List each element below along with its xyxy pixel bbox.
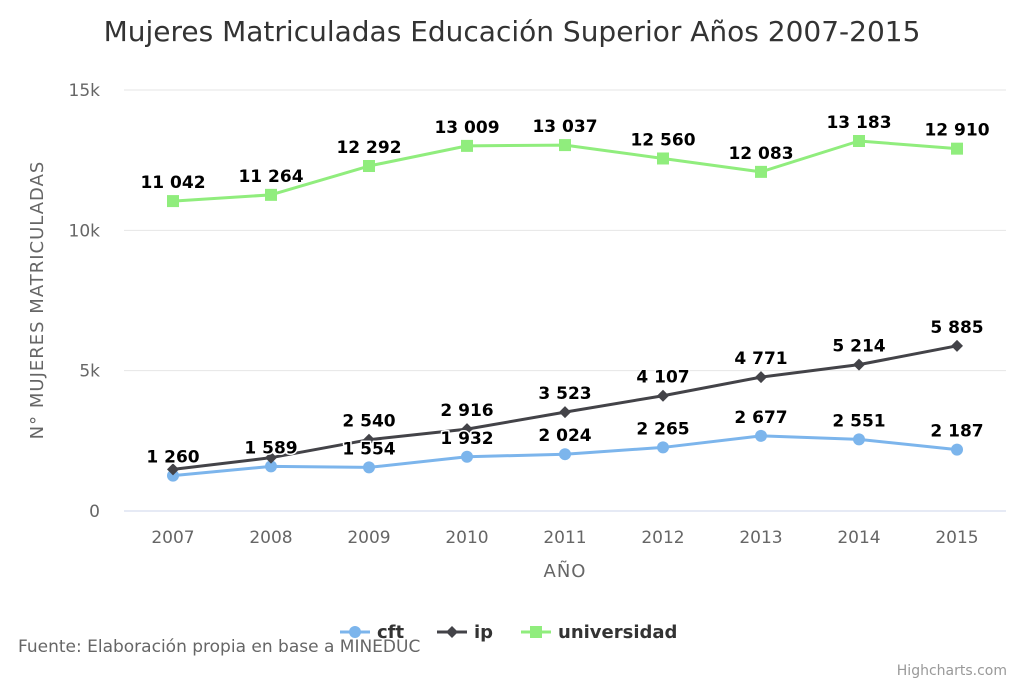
chart-title: Mujeres Matriculadas Educación Superior … (104, 15, 921, 48)
series-ip[interactable] (167, 339, 963, 476)
x-tick-label: 2011 (543, 528, 586, 548)
data-label-universidad: 12 560 (630, 130, 695, 150)
data-point-universidad[interactable] (951, 142, 963, 155)
data-point-universidad[interactable] (167, 195, 179, 208)
data-label-universidad: 13 183 (826, 113, 891, 133)
x-axis-ticks: 2007 2008 2009 2010 2011 2012 2013 2014 2015 (151, 528, 978, 548)
x-tick-label: 2009 (347, 528, 390, 548)
legend-item-cft[interactable]: cft (340, 622, 405, 643)
data-label-universidad: 13 037 (532, 117, 597, 137)
x-tick-label: 2013 (739, 528, 782, 548)
data-label-cft: 1 589 (244, 438, 297, 458)
data-label-cft: 2 024 (538, 426, 591, 446)
data-point-ip[interactable] (461, 423, 473, 436)
series-group (167, 134, 963, 482)
data-point-ip[interactable] (167, 463, 179, 476)
data-point-ip[interactable] (755, 371, 767, 384)
source-caption: Fuente: Elaboración propia en base a MIN… (18, 637, 420, 657)
legend[interactable]: cft ip universidad (340, 622, 677, 643)
data-point-cft[interactable] (461, 450, 473, 463)
data-point-ip[interactable] (951, 339, 963, 352)
data-point-cft[interactable] (265, 460, 277, 473)
data-label-universidad: 12 910 (924, 121, 989, 141)
legend-label-universidad[interactable]: universidad (558, 622, 677, 643)
data-point-cft[interactable] (363, 461, 375, 474)
data-point-universidad[interactable] (559, 139, 571, 152)
data-point-ip[interactable] (853, 358, 865, 371)
data-label-cft: 1 932 (440, 429, 493, 449)
data-label-universidad: 12 292 (336, 138, 401, 158)
data-label-universidad: 13 009 (434, 118, 499, 138)
data-label-universidad: 11 042 (140, 173, 205, 193)
data-point-ip[interactable] (559, 406, 571, 419)
x-tick-label: 2014 (837, 528, 880, 548)
data-label-cft: 2 677 (734, 408, 787, 428)
data-label-cft: 1 260 (146, 448, 199, 468)
data-label-universidad: 12 083 (728, 144, 793, 164)
data-labels: 1 260 1 589 1 554 1 932 2 024 2 265 2 677 2 551… (139, 111, 991, 469)
data-label-cft: 2 187 (930, 422, 983, 442)
y-axis-title: N° MUJERES MATRICULADAS (27, 161, 48, 440)
grid-lines (124, 89, 1006, 512)
legend-symbol-cft[interactable] (349, 626, 361, 638)
data-label-ip: 2 540 (342, 412, 395, 432)
data-label-universidad: 11 264 (238, 167, 303, 187)
data-point-universidad[interactable] (461, 139, 473, 152)
legend-label-ip[interactable]: ip (474, 622, 493, 643)
data-point-ip[interactable] (265, 451, 277, 464)
legend-item-universidad[interactable]: universidad (521, 622, 677, 643)
data-point-cft[interactable] (951, 443, 963, 456)
data-label-cft: 2 551 (832, 411, 885, 431)
legend-symbol-ip[interactable] (446, 626, 458, 638)
data-point-universidad[interactable] (853, 134, 865, 147)
data-point-universidad[interactable] (657, 152, 669, 165)
legend-item-ip[interactable]: ip (437, 622, 493, 643)
x-axis-title: AÑO (544, 560, 587, 582)
data-point-cft[interactable] (657, 441, 669, 454)
x-tick-label: 2015 (935, 528, 978, 548)
data-point-ip[interactable] (363, 433, 375, 446)
y-tick-label: 0 (89, 502, 100, 522)
data-point-ip[interactable] (657, 389, 669, 402)
legend-symbol-universidad[interactable] (530, 626, 542, 638)
data-label-ip: 2 916 (440, 401, 493, 421)
data-label-ip: 4 107 (636, 368, 689, 388)
y-tick-label: 10k (69, 221, 101, 241)
data-label-cft: 1 554 (342, 439, 395, 459)
data-point-cft[interactable] (755, 429, 767, 442)
legend-label-cft[interactable]: cft (377, 622, 405, 643)
series-universidad[interactable] (167, 134, 963, 208)
credits-link[interactable]: Highcharts.com (897, 663, 1007, 679)
data-label-cft: 2 265 (636, 419, 689, 439)
series-cft[interactable] (167, 429, 963, 482)
data-point-cft[interactable] (167, 469, 179, 482)
x-tick-label: 2008 (249, 528, 292, 548)
x-tick-label: 2010 (445, 528, 488, 548)
data-point-universidad[interactable] (755, 165, 767, 178)
y-tick-label: 15k (69, 81, 101, 101)
data-label-ip: 3 523 (538, 384, 591, 404)
y-tick-label: 5k (79, 362, 100, 382)
data-label-ip: 5 214 (832, 337, 885, 357)
data-point-cft[interactable] (559, 448, 571, 461)
data-point-universidad[interactable] (265, 188, 277, 201)
data-label-ip: 4 771 (734, 349, 787, 369)
data-label-ip: 5 885 (930, 318, 983, 338)
data-point-cft[interactable] (853, 433, 865, 446)
y-axis-ticks: 0 5k 10k 15k (69, 81, 101, 522)
data-point-universidad[interactable] (363, 160, 375, 173)
x-tick-label: 2007 (151, 528, 194, 548)
x-tick-label: 2012 (641, 528, 684, 548)
